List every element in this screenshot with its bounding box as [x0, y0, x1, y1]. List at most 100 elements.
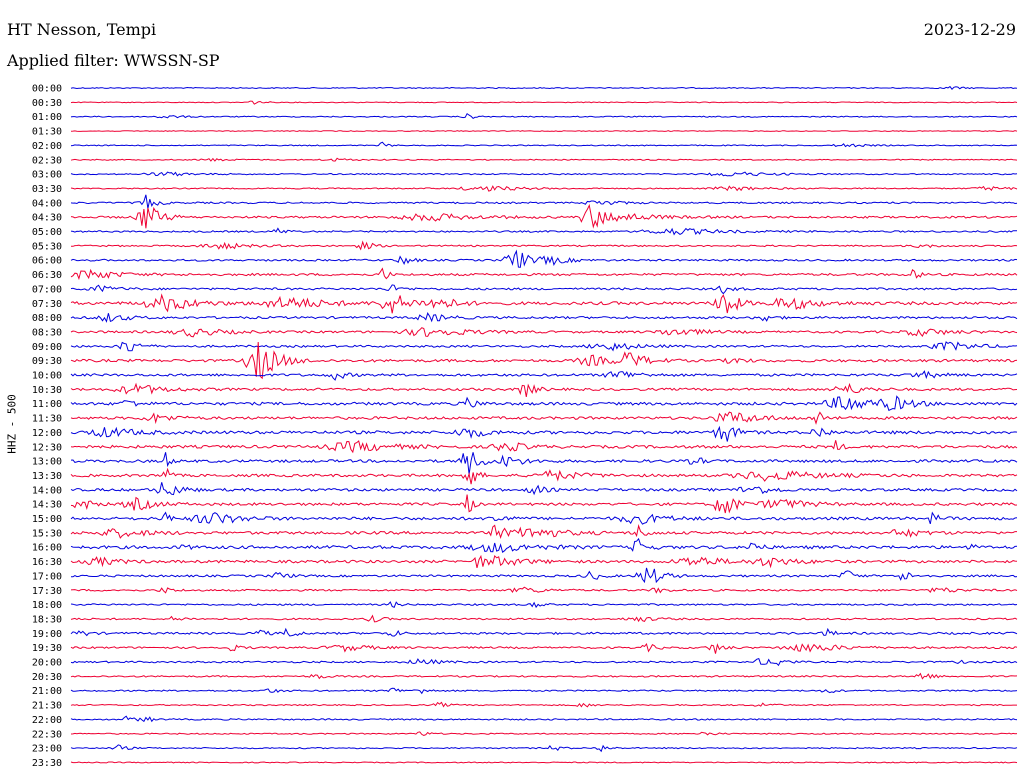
trace-line	[70, 185, 1018, 192]
time-label: 21:30	[32, 701, 62, 712]
trace-line	[70, 425, 1018, 442]
time-label: 23:30	[32, 758, 62, 769]
time-label: 00:30	[32, 98, 62, 109]
time-label: 03:30	[32, 184, 62, 195]
trace-line	[70, 157, 1018, 162]
time-label: 15:30	[32, 528, 62, 539]
trace-line	[70, 687, 1018, 695]
time-label: 05:30	[32, 241, 62, 252]
time-label: 08:00	[32, 313, 62, 324]
trace-line	[70, 370, 1018, 381]
time-label: 18:30	[32, 614, 62, 625]
trace-line	[70, 482, 1018, 496]
time-label: 13:00	[32, 457, 62, 468]
trace-line	[70, 130, 1018, 132]
trace-line	[71, 567, 1018, 584]
trace-line	[70, 586, 1018, 594]
time-label: 07:00	[32, 284, 62, 295]
trace-line	[70, 240, 1018, 251]
time-label: 20:30	[32, 672, 62, 683]
time-label: 05:00	[32, 227, 62, 238]
time-label: 14:00	[32, 485, 62, 496]
time-label: 21:00	[32, 686, 62, 697]
trace-line	[70, 452, 1018, 475]
trace-line	[70, 642, 1018, 654]
station-title: HT Nesson, Tempi	[7, 20, 157, 39]
time-label: 02:00	[32, 141, 62, 152]
trace-line	[70, 411, 1018, 425]
time-label: 03:00	[32, 170, 62, 181]
time-label: 14:30	[32, 500, 62, 511]
trace-line	[70, 440, 1018, 454]
time-label: 12:30	[32, 442, 62, 453]
trace-line	[70, 249, 1018, 268]
trace-line	[70, 112, 1018, 120]
trace-line	[70, 194, 1018, 209]
time-label: 07:30	[32, 299, 62, 310]
time-label: 00:00	[32, 84, 62, 95]
time-label: 04:00	[32, 198, 62, 209]
time-label: 01:30	[32, 127, 62, 138]
trace-line	[70, 715, 1018, 723]
trace-line	[70, 744, 1018, 753]
time-label: 17:30	[32, 586, 62, 597]
time-label: 02:30	[32, 155, 62, 166]
trace-line	[70, 672, 1018, 680]
time-label: 20:00	[32, 658, 62, 669]
trace-line	[70, 141, 1018, 148]
trace-line	[70, 293, 1018, 314]
time-label: 13:30	[32, 471, 62, 482]
trace-line	[70, 267, 1018, 281]
time-label: 16:00	[32, 543, 62, 554]
trace-line	[70, 382, 1018, 397]
trace-line	[70, 341, 1018, 380]
trace-line	[70, 761, 1018, 764]
time-label: 08:30	[32, 327, 62, 338]
trace-line	[70, 524, 1017, 540]
trace-line	[70, 601, 1018, 609]
time-label: 11:00	[32, 399, 62, 410]
time-label: 06:30	[32, 270, 62, 281]
time-label: 22:00	[32, 715, 62, 726]
time-label: 15:00	[32, 514, 62, 525]
filter-label: Applied filter: WWSSN-SP	[7, 51, 220, 70]
time-label: 16:30	[32, 557, 62, 568]
time-label: 10:30	[32, 385, 62, 396]
time-label: 23:00	[32, 744, 62, 755]
trace-line	[70, 312, 1018, 323]
trace-line	[70, 701, 1017, 708]
trace-line	[70, 284, 1018, 295]
trace-line	[70, 203, 1018, 229]
trace-line	[70, 511, 1018, 525]
trace-line	[70, 494, 1018, 514]
time-label: 12:00	[32, 428, 62, 439]
trace-line	[70, 657, 1018, 667]
trace-line	[70, 227, 1017, 236]
time-label: 18:00	[32, 600, 62, 611]
trace-line	[70, 627, 1018, 637]
time-label: 22:30	[32, 729, 62, 740]
time-label: 09:00	[32, 342, 62, 353]
trace-line	[70, 395, 1018, 412]
trace-line	[70, 341, 1018, 352]
trace-line	[70, 731, 1018, 736]
trace-line	[70, 327, 1018, 338]
time-label: 09:30	[32, 356, 62, 367]
trace-line	[70, 85, 1018, 90]
trace-line	[70, 614, 1018, 623]
time-label: 19:30	[32, 643, 62, 654]
trace-line	[70, 171, 1018, 177]
trace-line	[70, 100, 1018, 105]
trace-line	[70, 537, 1018, 554]
trace-line	[70, 467, 1018, 485]
time-label: 04:30	[32, 213, 62, 224]
time-label: 06:00	[32, 256, 62, 267]
date-label: 2023-12-29	[923, 20, 1016, 39]
time-label: 10:00	[32, 371, 62, 382]
time-label: 01:00	[32, 112, 62, 123]
trace-line	[70, 554, 1018, 569]
time-label: 19:00	[32, 629, 62, 640]
time-label: 11:30	[32, 414, 62, 425]
